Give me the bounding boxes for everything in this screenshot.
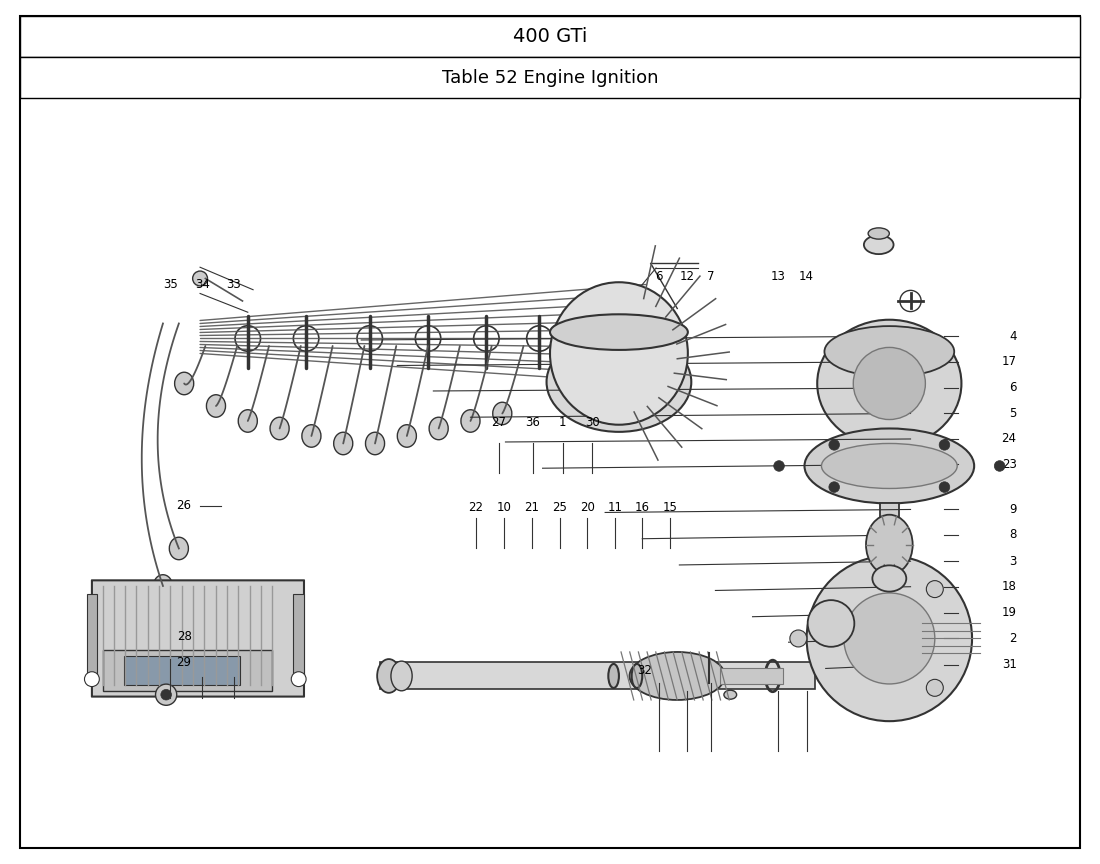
Text: 15: 15 xyxy=(662,501,678,514)
Text: 18: 18 xyxy=(1002,581,1016,594)
Text: 14: 14 xyxy=(799,270,814,283)
Ellipse shape xyxy=(377,659,400,693)
Text: 7: 7 xyxy=(707,270,715,283)
Circle shape xyxy=(926,581,944,598)
Text: 23: 23 xyxy=(1002,458,1016,471)
Ellipse shape xyxy=(824,326,954,377)
Ellipse shape xyxy=(817,320,961,448)
Text: 26: 26 xyxy=(177,499,191,512)
Text: 6: 6 xyxy=(656,270,663,283)
Circle shape xyxy=(854,347,925,420)
Bar xyxy=(20,57,1080,98)
Ellipse shape xyxy=(429,417,448,440)
Bar xyxy=(294,594,304,683)
Text: 30: 30 xyxy=(585,416,600,429)
Text: 25: 25 xyxy=(552,501,567,514)
Circle shape xyxy=(994,461,1005,471)
Bar xyxy=(880,504,899,563)
Text: 32: 32 xyxy=(637,664,652,677)
Circle shape xyxy=(807,600,855,647)
Text: 4: 4 xyxy=(1009,330,1016,343)
Circle shape xyxy=(806,556,972,721)
Text: 2: 2 xyxy=(1009,632,1016,645)
Text: 19: 19 xyxy=(1002,607,1016,619)
Text: 27: 27 xyxy=(492,416,507,429)
Ellipse shape xyxy=(547,332,691,432)
Ellipse shape xyxy=(169,537,188,560)
Text: 22: 22 xyxy=(469,501,483,514)
Text: 31: 31 xyxy=(1002,658,1016,671)
Text: 1: 1 xyxy=(559,416,566,429)
Text: 21: 21 xyxy=(525,501,539,514)
Bar xyxy=(87,594,97,683)
Ellipse shape xyxy=(804,429,975,504)
Ellipse shape xyxy=(724,690,737,699)
Ellipse shape xyxy=(868,228,889,239)
Ellipse shape xyxy=(461,410,480,432)
Ellipse shape xyxy=(822,443,957,488)
Text: 8: 8 xyxy=(1009,529,1016,542)
Circle shape xyxy=(161,689,172,700)
Circle shape xyxy=(773,461,784,471)
Bar xyxy=(20,16,1080,57)
Text: 17: 17 xyxy=(1002,355,1016,368)
Circle shape xyxy=(844,593,935,684)
Ellipse shape xyxy=(390,661,412,691)
Ellipse shape xyxy=(550,283,688,425)
Text: 16: 16 xyxy=(635,501,650,514)
Text: Table 52 Engine Ignition: Table 52 Engine Ignition xyxy=(442,69,658,86)
Text: 20: 20 xyxy=(580,501,595,514)
Text: 24: 24 xyxy=(1002,433,1016,446)
Bar xyxy=(123,656,241,685)
Text: 28: 28 xyxy=(177,631,191,644)
Ellipse shape xyxy=(629,652,725,700)
Ellipse shape xyxy=(397,425,417,448)
Text: 36: 36 xyxy=(526,416,540,429)
Circle shape xyxy=(85,671,99,687)
Ellipse shape xyxy=(175,372,194,395)
Ellipse shape xyxy=(301,425,321,448)
Text: 6: 6 xyxy=(1009,382,1016,395)
Ellipse shape xyxy=(608,664,619,688)
Bar xyxy=(102,650,272,691)
Circle shape xyxy=(292,671,306,687)
Circle shape xyxy=(155,684,177,705)
Text: 10: 10 xyxy=(497,501,512,514)
Circle shape xyxy=(192,271,208,286)
Circle shape xyxy=(939,482,949,492)
Ellipse shape xyxy=(333,432,353,454)
Text: 5: 5 xyxy=(1009,407,1016,420)
Text: 34: 34 xyxy=(195,278,210,291)
Ellipse shape xyxy=(493,403,512,425)
Text: 35: 35 xyxy=(163,278,178,291)
Ellipse shape xyxy=(207,395,226,417)
Text: 9: 9 xyxy=(1009,503,1016,516)
Ellipse shape xyxy=(631,664,642,688)
Text: 11: 11 xyxy=(607,501,623,514)
Ellipse shape xyxy=(872,565,906,592)
Circle shape xyxy=(829,482,839,492)
Text: 12: 12 xyxy=(680,270,694,283)
Text: 400 GTi: 400 GTi xyxy=(513,27,587,46)
Circle shape xyxy=(926,679,944,696)
Ellipse shape xyxy=(271,417,289,440)
Bar xyxy=(381,663,815,689)
Bar xyxy=(719,668,783,684)
Text: 13: 13 xyxy=(770,270,785,283)
Ellipse shape xyxy=(864,235,893,254)
FancyBboxPatch shape xyxy=(92,581,304,696)
Ellipse shape xyxy=(239,410,257,432)
Ellipse shape xyxy=(153,575,173,597)
Text: 29: 29 xyxy=(177,656,191,669)
Ellipse shape xyxy=(866,515,913,575)
Ellipse shape xyxy=(550,314,688,350)
Ellipse shape xyxy=(365,432,385,454)
Circle shape xyxy=(790,630,806,647)
Text: 33: 33 xyxy=(227,278,241,291)
Circle shape xyxy=(939,440,949,450)
Text: 3: 3 xyxy=(1009,555,1016,568)
Circle shape xyxy=(829,440,839,450)
